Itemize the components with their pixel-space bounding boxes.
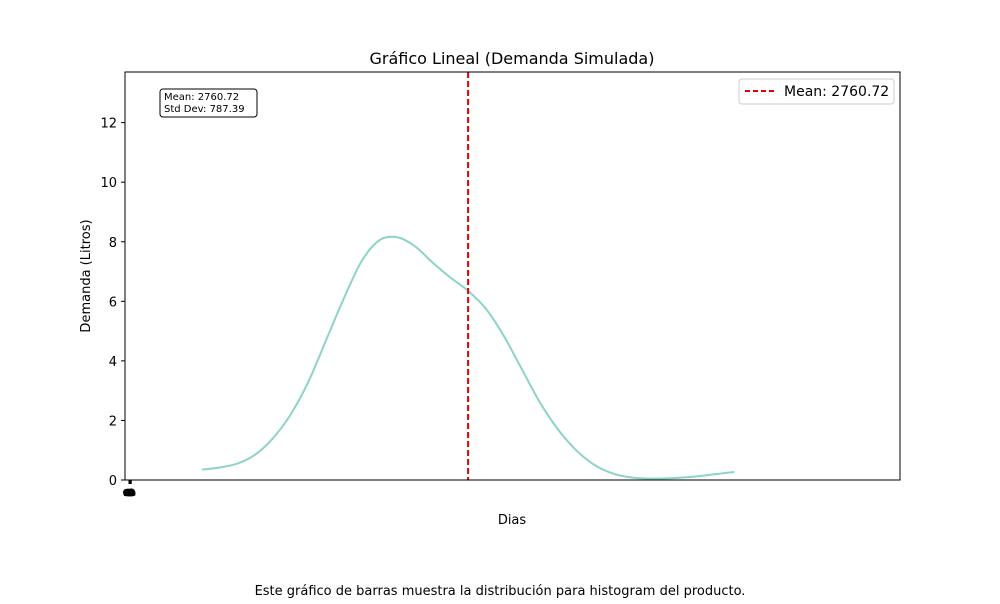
- x-tick-label: 2: [123, 488, 138, 497]
- x-tick-label: 5: [123, 488, 138, 497]
- y-tick-label: 4: [109, 355, 117, 370]
- y-tick-label: 0: [109, 474, 117, 489]
- x-tick-label: 8: [124, 488, 139, 497]
- y-tick-label: 6: [109, 295, 117, 310]
- stats-annotation-box: Mean: 2760.72 Std Dev: 787.39: [159, 88, 258, 118]
- legend: Mean: 2760.72: [738, 78, 895, 105]
- chart-title: Gráfico Lineal (Demanda Simulada): [370, 49, 655, 68]
- legend-frame: [738, 78, 895, 105]
- x-tick-label: 3: [123, 488, 138, 497]
- y-tick-label: 12: [100, 117, 117, 132]
- x-tick-label: 4: [123, 488, 138, 497]
- plot-frame: [124, 71, 901, 481]
- x-tick-label: 1: [122, 488, 137, 497]
- x-tick-label: 9: [124, 488, 139, 497]
- y-tick-label: 2: [109, 414, 117, 429]
- legend-mean-label: Mean: 2760.72: [784, 84, 889, 100]
- x-tick-label: 6: [124, 488, 139, 497]
- x-tick-label: 0: [122, 488, 137, 497]
- x-tick-label: 7: [124, 488, 139, 497]
- plot-content: [201, 72, 735, 480]
- stats-box-frame: [159, 88, 258, 118]
- stats-std-text: Std Dev: 787.39: [164, 104, 245, 115]
- y-axis-ticks: 0 2 4 6 8 10 12: [100, 117, 125, 489]
- y-tick-label: 10: [100, 176, 117, 191]
- stats-mean-text: Mean: 2760.72: [164, 92, 239, 103]
- y-tick-label: 8: [109, 236, 117, 251]
- chart-caption: Este gráfico de barras muestra la distri…: [254, 584, 746, 599]
- y-axis-label: Demanda (Litros): [79, 219, 94, 332]
- x-axis-label: Dias: [498, 513, 527, 528]
